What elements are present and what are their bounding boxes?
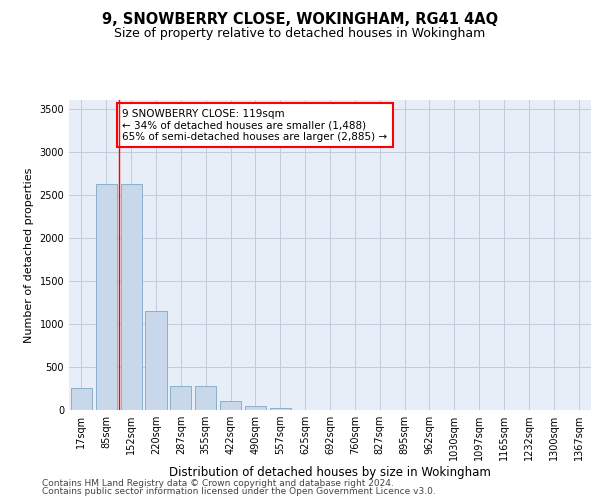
Bar (170, 386, 191, 410)
Text: 9, SNOWBERRY CLOSE, WOKINGHAM, RG41 4AQ: 9, SNOWBERRY CLOSE, WOKINGHAM, RG41 4AQ (102, 12, 498, 28)
Bar (121, 184, 142, 410)
Bar (145, 311, 167, 410)
Bar (96, 184, 117, 410)
Bar (270, 408, 291, 410)
Text: Contains public sector information licensed under the Open Government Licence v3: Contains public sector information licen… (42, 487, 436, 496)
Text: Size of property relative to detached houses in Wokingham: Size of property relative to detached ho… (115, 28, 485, 40)
Y-axis label: Number of detached properties: Number of detached properties (24, 168, 34, 342)
Bar (220, 402, 241, 410)
Bar (71, 388, 92, 410)
Bar (245, 406, 266, 410)
Text: Contains HM Land Registry data © Crown copyright and database right 2024.: Contains HM Land Registry data © Crown c… (42, 478, 394, 488)
Bar (195, 386, 216, 410)
Text: 9 SNOWBERRY CLOSE: 119sqm
← 34% of detached houses are smaller (1,488)
65% of se: 9 SNOWBERRY CLOSE: 119sqm ← 34% of detac… (122, 108, 388, 142)
X-axis label: Distribution of detached houses by size in Wokingham: Distribution of detached houses by size … (169, 466, 491, 479)
